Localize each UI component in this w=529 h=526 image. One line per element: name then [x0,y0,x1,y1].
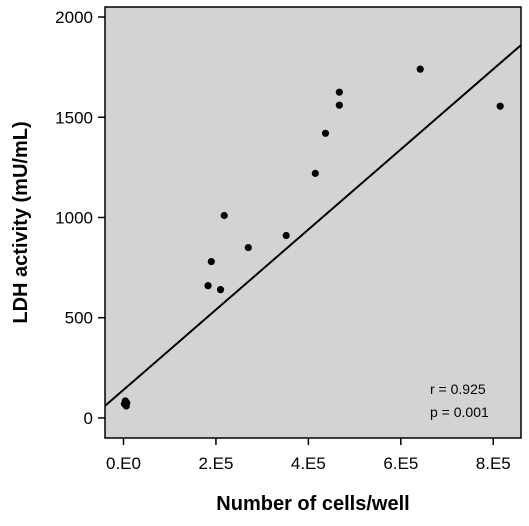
x-tick-label: 0.E0 [106,454,141,473]
y-axis-ticks: 0 500 1000 1500 2000 [55,8,105,428]
y-tick-label: 2000 [55,8,93,27]
correlation-annotation: r = 0.925 [430,381,486,397]
x-axis-ticks: 0.E0 2.E5 4.E5 6.E5 8.E5 [106,438,511,473]
data-point [321,129,330,137]
y-tick-label: 500 [65,309,93,328]
data-point [496,102,504,110]
points-layer [120,65,504,410]
data-point [123,399,131,407]
x-tick-label: 4.E5 [291,454,326,473]
data-point [311,169,319,177]
data-point [416,65,424,73]
data-point [282,231,290,240]
x-tick-label: 8.E5 [476,454,511,473]
y-tick-label: 1000 [55,208,93,227]
data-point [335,88,343,96]
y-tick-label: 0 [84,409,93,428]
p-value-annotation: p = 0.001 [430,404,489,420]
x-axis-title: Number of cells/well [216,493,409,515]
x-tick-label: 2.E5 [198,454,233,473]
x-tick-label: 6.E5 [383,454,418,473]
y-axis-title: LDH activity (mU/mL) [10,121,32,323]
regression-layer [104,44,522,407]
plot-area [104,6,522,439]
data-point [207,257,215,266]
regression-line [104,44,522,407]
data-point [244,243,252,252]
y-tick-label: 1500 [55,108,93,127]
data-point [216,286,225,294]
data-point [220,211,228,220]
data-point [204,282,212,290]
data-point [335,101,343,109]
